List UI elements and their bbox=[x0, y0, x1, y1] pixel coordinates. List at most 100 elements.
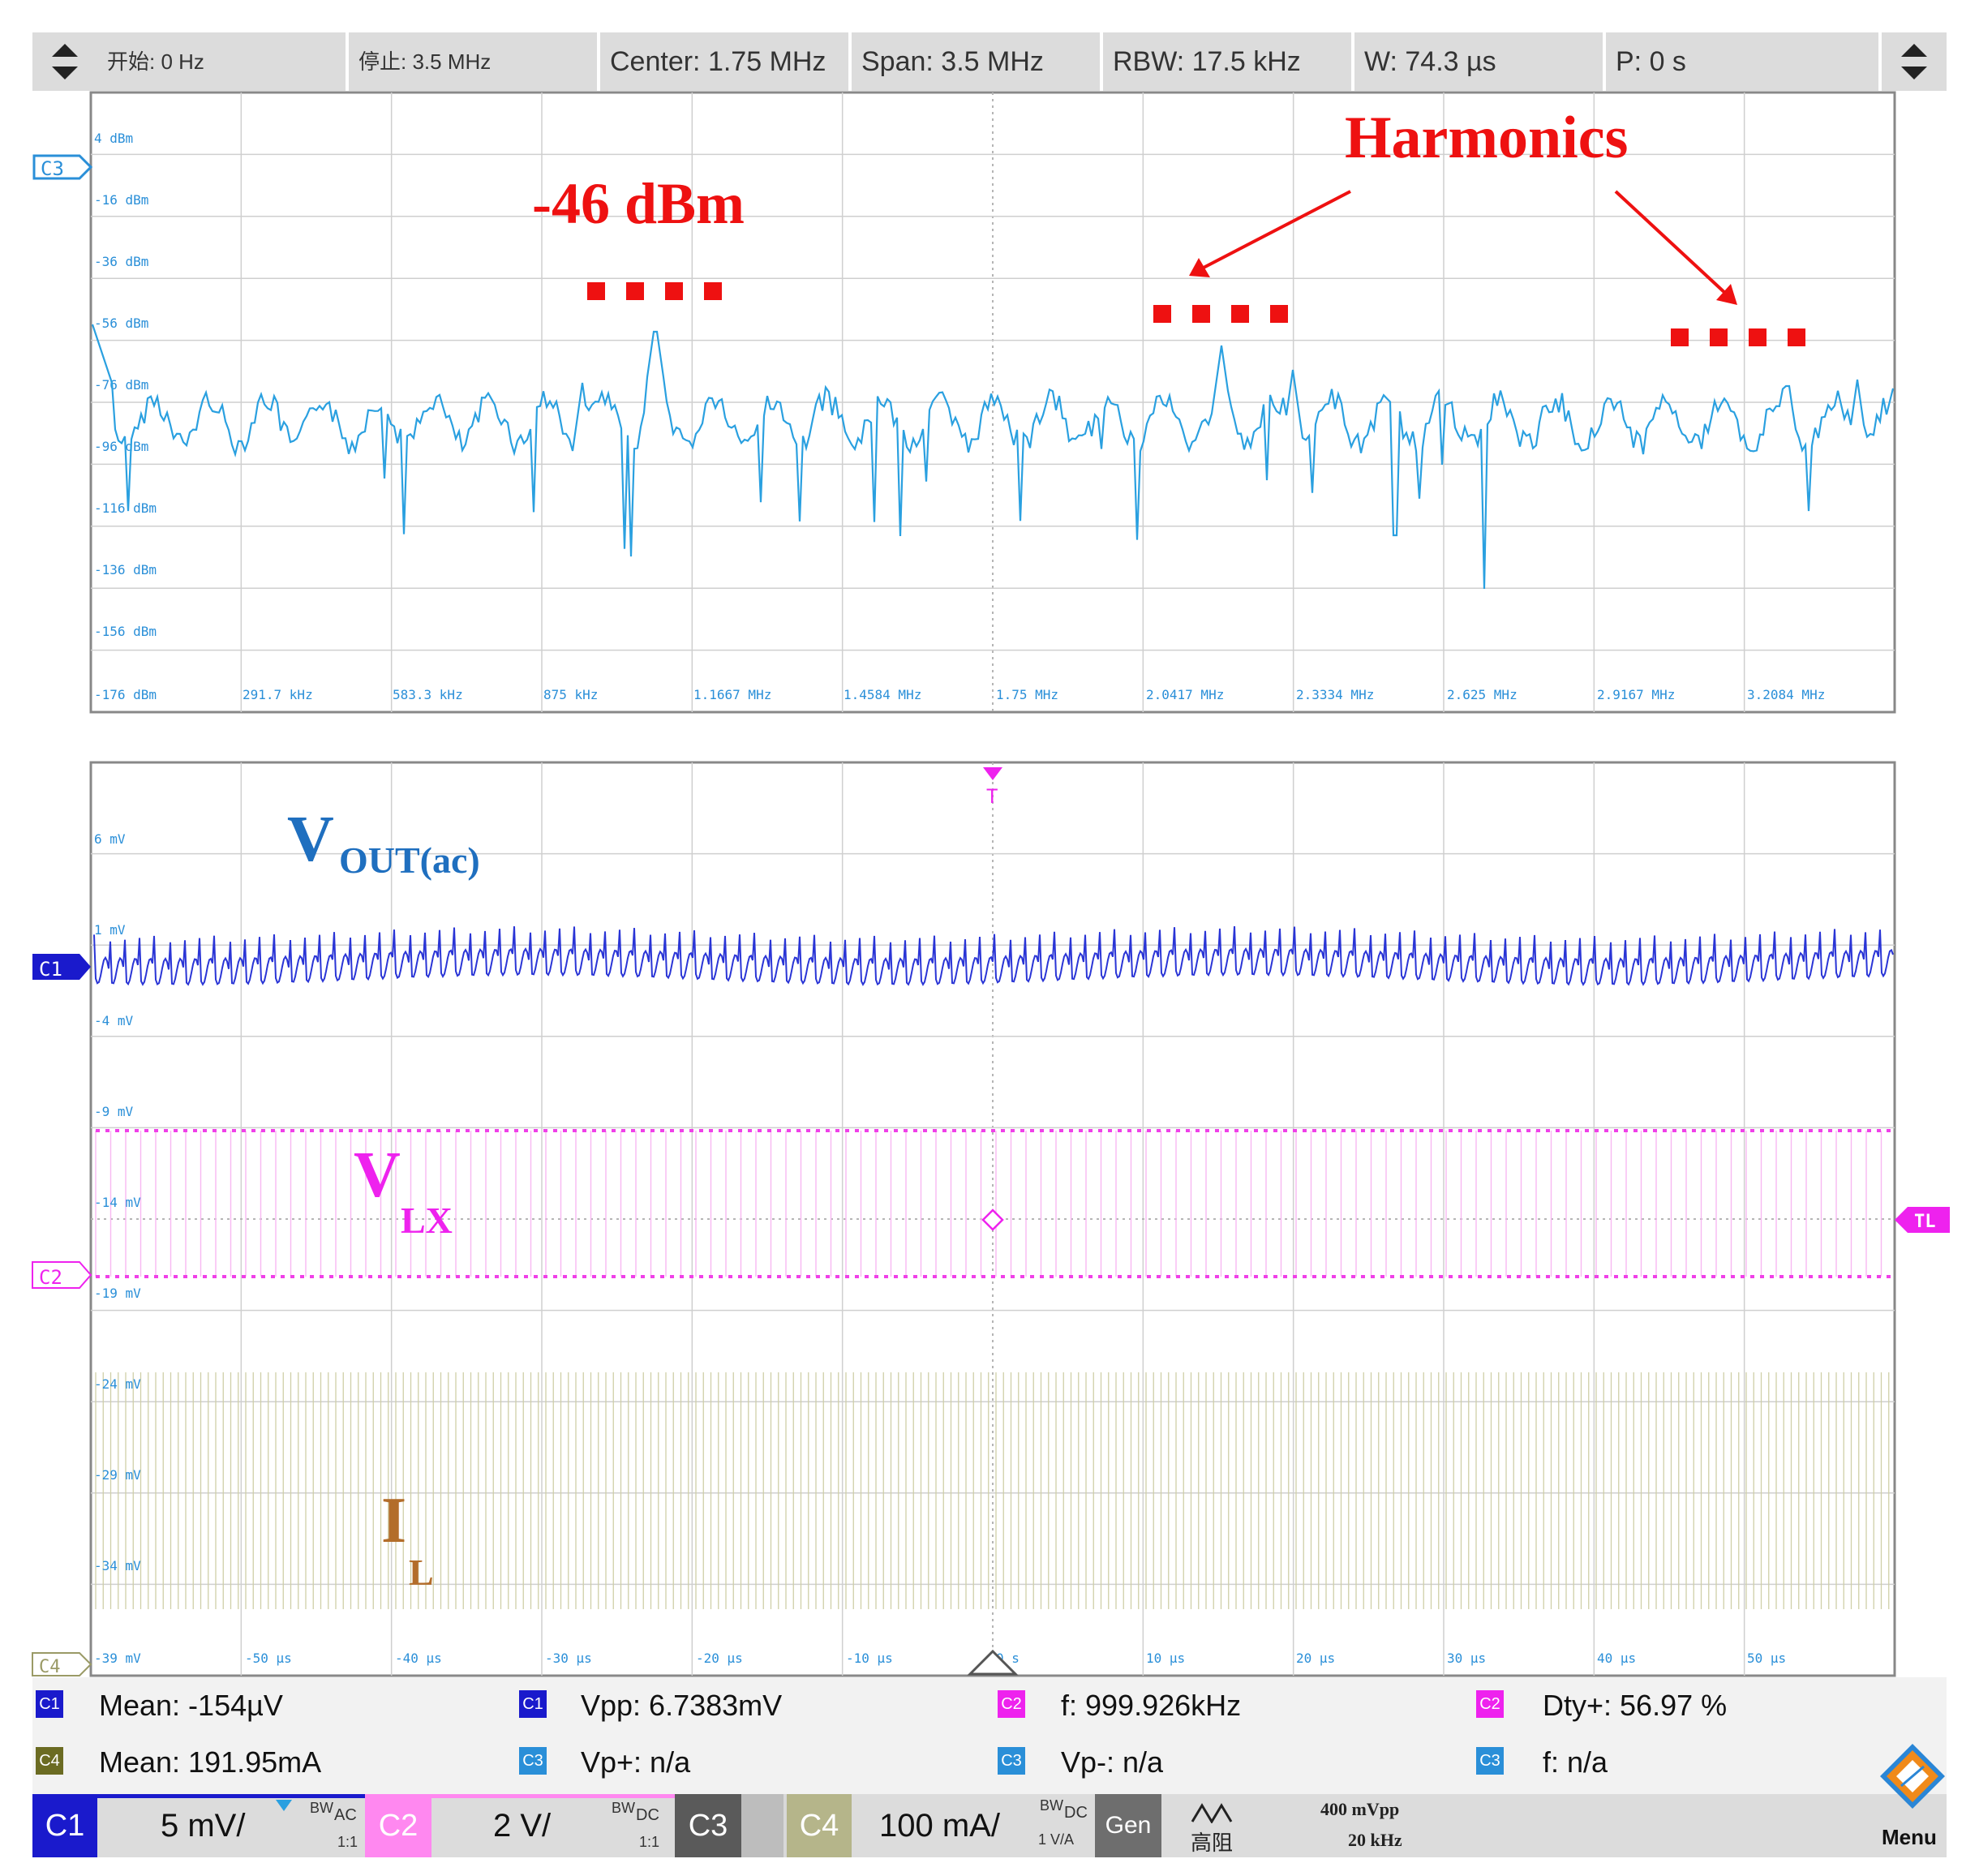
channel-marker-c2[interactable]: C2 bbox=[32, 1261, 92, 1289]
waveform-y-ticks: 6 mV 1 mV -4 mV -9 mV -14 mV -19 mV -24 … bbox=[94, 831, 141, 1666]
position[interactable]: P: 0 s bbox=[1606, 32, 1882, 91]
gen-button[interactable]: Gen bbox=[1095, 1794, 1161, 1857]
gen-settings[interactable]: 高阻 400 mVpp 20 kHz bbox=[1161, 1794, 1429, 1857]
meas-c1-vpp[interactable]: Vpp: 6.7383mV bbox=[581, 1689, 783, 1722]
label-vout-sub: OUT(ac) bbox=[339, 839, 480, 881]
wave-x-tick: -10 µs bbox=[846, 1651, 893, 1666]
channel-bar: C1 5 mV/ BW AC 1:1 C2 2 V/ BW DC 1:1 C3 … bbox=[32, 1744, 1947, 1857]
spec-x-tick: 3.2084 MHz bbox=[1747, 687, 1825, 702]
channel-marker-c3[interactable]: C3 bbox=[32, 154, 93, 180]
scroll-updown-left-icon[interactable] bbox=[32, 32, 97, 91]
meas-badge-c4: C4 bbox=[36, 1747, 63, 1775]
meas-c1-mean[interactable]: Mean: -154µV bbox=[99, 1689, 283, 1722]
label-il-main: I bbox=[381, 1485, 407, 1556]
label-vlx-main: V bbox=[354, 1140, 401, 1211]
meas-c2-frequency[interactable]: f: 999.926kHz bbox=[1061, 1689, 1242, 1722]
spec-x-tick: 291.7 kHz bbox=[243, 687, 313, 702]
spec-x-tick: 2.625 MHz bbox=[1447, 687, 1518, 702]
channel-marker-c2-label: C2 bbox=[39, 1266, 62, 1289]
c1-button[interactable]: C1 bbox=[32, 1794, 97, 1857]
label-vout-main: V bbox=[287, 804, 334, 875]
label-vlx-sub: LX bbox=[401, 1200, 453, 1241]
wave-y-tick: -34 mV bbox=[94, 1558, 141, 1573]
spec-y-tick: -36 dBm bbox=[94, 254, 148, 269]
annotation-peak: -46 dBm bbox=[532, 171, 745, 236]
meas-c3-vp-minus[interactable]: Vp-: n/a bbox=[1061, 1745, 1164, 1779]
channel-marker-c3-label: C3 bbox=[41, 157, 64, 180]
wave-x-tick: 10 µs bbox=[1146, 1651, 1185, 1666]
meas-c2-duty[interactable]: Dty+: 56.97 % bbox=[1543, 1689, 1728, 1722]
c2-ratio: 1:1 bbox=[639, 1834, 660, 1850]
gen-mode: 高阻 bbox=[1191, 1831, 1234, 1856]
c2-coupling: DC bbox=[636, 1806, 659, 1824]
c4-coupling: DC bbox=[1064, 1804, 1088, 1822]
c4-bw-prefix: BW bbox=[1040, 1797, 1063, 1814]
c3-settings[interactable] bbox=[741, 1794, 783, 1857]
wave-y-tick: -39 mV bbox=[94, 1651, 141, 1666]
c2-settings[interactable]: 2 V/ BW DC 1:1 bbox=[431, 1794, 675, 1857]
waveform-x-ticks: -50 µs -40 µs -30 µs -20 µs -10 µs 0 s 1… bbox=[245, 1651, 1786, 1666]
wave-y-tick: -14 mV bbox=[94, 1195, 141, 1210]
menu-button[interactable]: Menu bbox=[1874, 1744, 1947, 1857]
spec-y-tick: -56 dBm bbox=[94, 316, 148, 331]
stop-frequency[interactable]: 停止: 3.5 MHz bbox=[349, 32, 600, 91]
wave-x-tick: -20 µs bbox=[696, 1651, 743, 1666]
wave-x-tick: -50 µs bbox=[245, 1651, 292, 1666]
wave-x-tick: 50 µs bbox=[1747, 1651, 1786, 1666]
spectrum-plot[interactable]: 4 dBm -16 dBm -36 dBm -56 dBm -76 dBm -9… bbox=[0, 0, 1979, 730]
trigger-marker-label: T bbox=[986, 785, 998, 808]
wave-x-tick: 30 µs bbox=[1447, 1651, 1486, 1666]
gen-frequency: 20 kHz bbox=[1348, 1830, 1402, 1850]
meas-badge-c2: C2 bbox=[1476, 1690, 1504, 1718]
spec-y-tick: -16 dBm bbox=[94, 192, 148, 208]
channel-marker-c1[interactable]: C1 bbox=[32, 954, 91, 981]
meas-badge-c3: C3 bbox=[1476, 1747, 1504, 1775]
wave-y-tick: -19 mV bbox=[94, 1286, 141, 1301]
wave-y-tick: -4 mV bbox=[94, 1013, 134, 1028]
c2-bw-prefix: BW bbox=[612, 1800, 635, 1816]
c4-button[interactable]: C4 bbox=[787, 1794, 852, 1857]
spectrum-trace bbox=[91, 324, 1895, 590]
spec-y-tick: 4 dBm bbox=[94, 131, 133, 146]
c2-button[interactable]: C2 bbox=[365, 1794, 431, 1857]
c3-button[interactable]: C3 bbox=[675, 1794, 741, 1857]
meas-badge-c3: C3 bbox=[519, 1747, 547, 1775]
harmonic-marker-dashes-2 bbox=[1671, 328, 1805, 346]
spec-y-tick: -176 dBm bbox=[94, 687, 157, 702]
window-width[interactable]: W: 74.3 µs bbox=[1354, 32, 1606, 91]
menu-label: Menu bbox=[1882, 1825, 1937, 1849]
waveform-plot[interactable]: 6 mV 1 mV -4 mV -9 mV -14 mV -19 mV -24 … bbox=[0, 730, 1979, 1679]
trigger-position-icon[interactable] bbox=[967, 1649, 1019, 1676]
spectrum-x-ticks: 291.7 kHz 583.3 kHz 875 kHz 1.1667 MHz 1… bbox=[243, 687, 1825, 702]
span[interactable]: Span: 3.5 MHz bbox=[852, 32, 1103, 91]
annotation-harmonics: Harmonics bbox=[1345, 105, 1629, 171]
spec-x-tick: 1.1667 MHz bbox=[693, 687, 771, 702]
trigger-marker[interactable]: T bbox=[983, 767, 1002, 808]
channel-marker-c4[interactable]: C4 bbox=[32, 1652, 92, 1677]
trigger-level-marker[interactable]: TL bbox=[1895, 1207, 1950, 1233]
spectrum-grid bbox=[91, 92, 1895, 712]
center-frequency[interactable]: Center: 1.75 MHz bbox=[600, 32, 852, 91]
meas-c3-vp-plus[interactable]: Vp+: n/a bbox=[581, 1745, 691, 1779]
c1-settings[interactable]: 5 mV/ BW AC 1:1 bbox=[97, 1794, 365, 1857]
c4-settings[interactable]: 100 mA/ BW DC 1 V/A bbox=[852, 1794, 1095, 1857]
meas-badge-c1: C1 bbox=[519, 1690, 547, 1718]
wave-x-tick: 40 µs bbox=[1597, 1651, 1636, 1666]
spec-y-tick: -76 dBm bbox=[94, 377, 148, 393]
meas-c4-mean[interactable]: Mean: 191.95mA bbox=[99, 1745, 322, 1779]
meas-badge-c1: C1 bbox=[36, 1690, 63, 1718]
scroll-updown-right-icon[interactable] bbox=[1882, 32, 1947, 91]
harmonic-arrow-1 bbox=[1189, 190, 1351, 277]
vout-trace bbox=[93, 925, 1894, 986]
spec-y-tick: -136 dBm bbox=[94, 562, 157, 577]
start-frequency[interactable]: 开始: 0 Hz bbox=[97, 32, 349, 91]
spec-x-tick: 1.75 MHz bbox=[996, 687, 1058, 702]
spec-y-tick: -96 dBm bbox=[94, 439, 148, 454]
measurement-panel: C1 Mean: -154µV C1 Vpp: 6.7383mV C2 f: 9… bbox=[32, 1677, 1947, 1794]
meas-c3-frequency[interactable]: f: n/a bbox=[1543, 1745, 1608, 1779]
wave-x-tick: 20 µs bbox=[1296, 1651, 1335, 1666]
spec-x-tick: 875 kHz bbox=[543, 687, 598, 702]
triangle-wave-icon bbox=[1191, 1803, 1233, 1823]
il-trace bbox=[95, 1372, 1890, 1609]
rbw[interactable]: RBW: 17.5 kHz bbox=[1103, 32, 1354, 91]
